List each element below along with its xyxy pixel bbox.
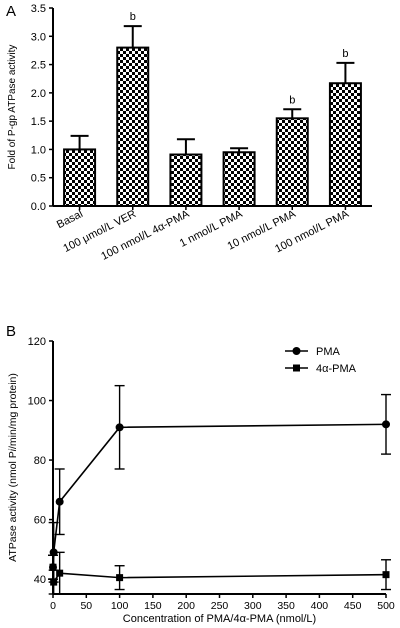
panel-b-x-tick-label: 450 bbox=[344, 600, 362, 612]
panel-a-y-tick-label: 2.0 bbox=[31, 88, 46, 100]
panel-a-y-tick-label: 1.5 bbox=[31, 116, 46, 128]
panel-b-axes bbox=[52, 341, 386, 595]
panel-b-y-label-part2: /min/mg protein) bbox=[7, 373, 19, 449]
panel-a-y-tick-label: 3.0 bbox=[31, 31, 46, 43]
data-point-pma bbox=[49, 548, 58, 557]
data-point-pma bbox=[115, 423, 124, 432]
panel-b-x-tick-label: 50 bbox=[80, 600, 92, 612]
panel-a-y-tick-label: 0.5 bbox=[31, 173, 46, 185]
panel-a-y-tick-label: 1.0 bbox=[31, 144, 46, 156]
panel-b-legend: PMA 4α-PMA bbox=[285, 346, 357, 375]
panel-b-x-tick-label: 350 bbox=[277, 600, 295, 612]
panel-a-bar bbox=[63, 148, 97, 208]
legend-marker-pma bbox=[292, 347, 301, 355]
panel-b-x-tick-label: 250 bbox=[211, 600, 229, 612]
panel-a-category-label: 100 nmol/L 4α-PMA bbox=[99, 208, 192, 263]
panel-a-significance-label: b bbox=[289, 94, 295, 106]
legend-marker-4a-pma bbox=[293, 364, 300, 372]
data-point-4a-pma bbox=[116, 574, 124, 582]
data-point-4a-pma bbox=[382, 571, 390, 579]
panel-b-series bbox=[48, 384, 391, 595]
series-line-pma bbox=[52, 423, 387, 568]
panel-b-x-tick-label: 0 bbox=[50, 600, 56, 612]
panel-a-bar bbox=[169, 153, 203, 208]
panel-b-y-tick-label: 80 bbox=[34, 455, 46, 467]
panel-b-line-chart: B ATPase activity (nmol Pi/min/mg protei… bbox=[6, 323, 395, 625]
panel-b-y-tick-label: 100 bbox=[28, 396, 46, 408]
panel-b-label: B bbox=[6, 323, 16, 340]
panel-b-y-tick-label: 60 bbox=[34, 515, 46, 527]
data-point-pma bbox=[382, 420, 390, 429]
panel-a-axes bbox=[52, 8, 372, 207]
series-line-4a-pma bbox=[52, 567, 387, 585]
panel-a-significance-label: b bbox=[130, 11, 136, 23]
data-point-4a-pma bbox=[50, 578, 58, 586]
panel-b-y-tick-label: 120 bbox=[28, 336, 46, 348]
panel-a-y-tick-label: 2.5 bbox=[31, 60, 46, 72]
panel-a-significance-label: b bbox=[342, 48, 348, 60]
panel-a-bar bbox=[116, 46, 150, 207]
panel-b-x-tick-label: 100 bbox=[111, 600, 129, 612]
panel-b-y-label-part1: ATPase activity (nmol P bbox=[7, 451, 19, 562]
panel-a-bar bbox=[275, 117, 309, 207]
panel-a-y-tick-label: 3.5 bbox=[31, 3, 46, 15]
panel-a-label: A bbox=[6, 3, 16, 20]
panel-b-y-axis-label: ATPase activity (nmol Pi/min/mg protein) bbox=[7, 373, 19, 562]
panel-b-x-tick-label: 300 bbox=[244, 600, 262, 612]
panel-a-category-label: Basal bbox=[55, 208, 85, 231]
data-point-pma bbox=[55, 497, 64, 506]
panel-a-bar-chart: A Fold of P-gp ATPase activity b b b 0.0 0.… bbox=[6, 3, 372, 263]
panel-a-y-tick-label: 0.0 bbox=[31, 201, 46, 213]
panel-b-ticks: 40 60 80 100 120 0 50 100 150 200 250 300 350 400 450 5… bbox=[28, 336, 395, 612]
data-point-4a-pma bbox=[49, 563, 57, 571]
panel-a-bar bbox=[328, 82, 362, 207]
legend-label-pma: PMA bbox=[316, 346, 341, 358]
panel-b-x-tick-label: 150 bbox=[144, 600, 162, 612]
data-point-4a-pma bbox=[56, 569, 64, 577]
panel-b-y-tick-label: 40 bbox=[34, 574, 46, 586]
legend-label-4a-pma: 4α-PMA bbox=[316, 363, 357, 375]
panel-a-y-axis-label: Fold of P-gp ATPase activity bbox=[7, 45, 18, 170]
panel-b-y-label-italic: i bbox=[8, 448, 19, 451]
panel-b-x-axis-label: Concentration of PMA/4α-PMA (nmol/L) bbox=[123, 613, 316, 625]
panel-b-x-tick-label: 500 bbox=[377, 600, 395, 612]
panel-a-bars: b b b bbox=[63, 11, 362, 208]
panel-a-bar bbox=[222, 151, 256, 207]
panel-b-x-tick-label: 400 bbox=[311, 600, 329, 612]
panel-b-x-tick-label: 200 bbox=[177, 600, 195, 612]
